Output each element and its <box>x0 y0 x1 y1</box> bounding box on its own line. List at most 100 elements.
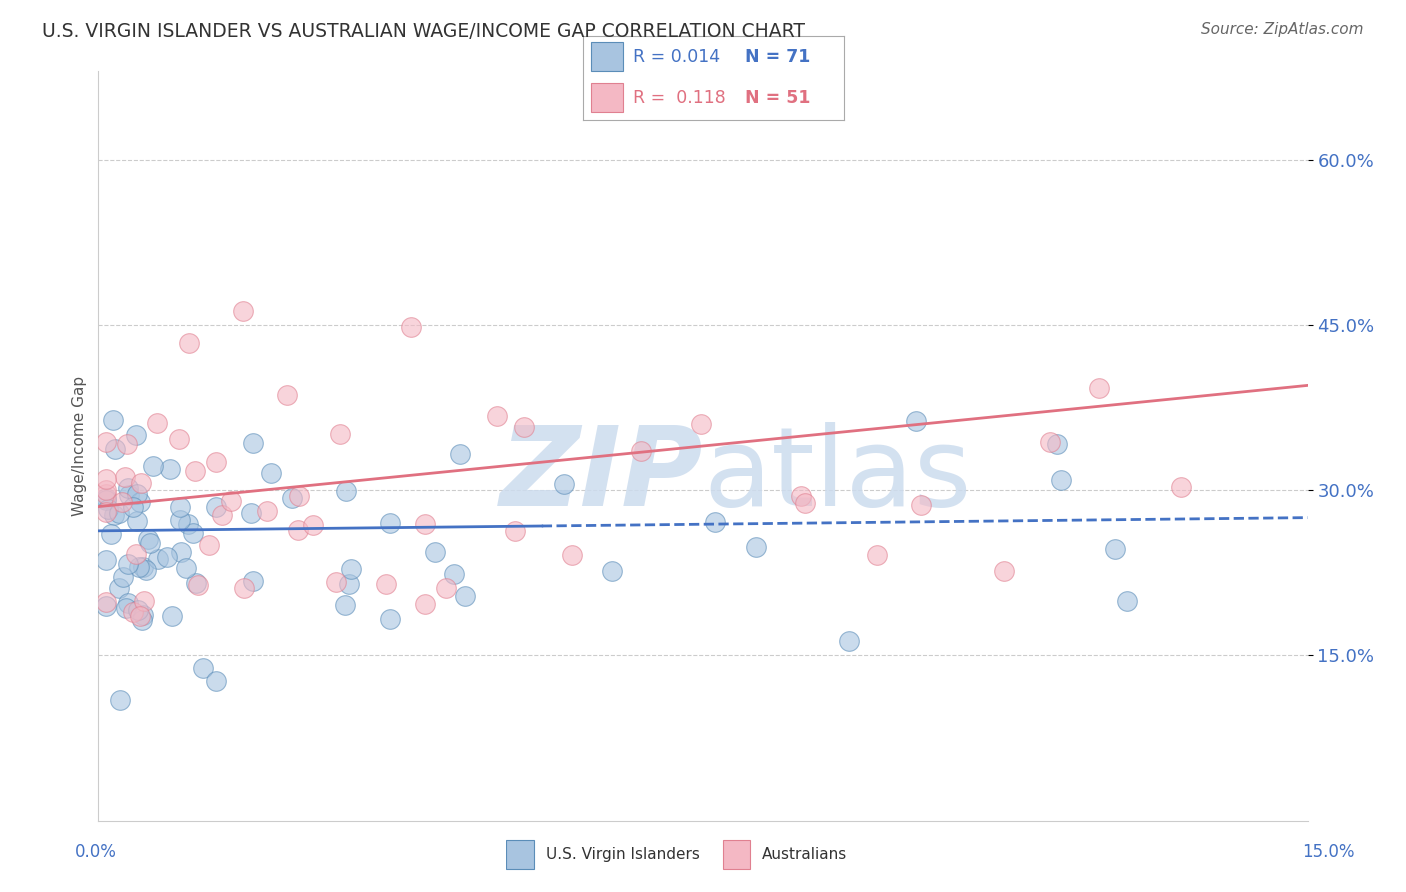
Point <box>512 420 534 434</box>
Text: 0.0%: 0.0% <box>75 843 117 861</box>
Point <box>276 388 298 402</box>
Point <box>96 487 118 501</box>
Point <box>187 577 209 591</box>
Point <box>136 532 159 546</box>
Point <box>600 564 623 578</box>
Text: ZIP: ZIP <box>499 423 703 530</box>
Point <box>242 574 264 588</box>
Point <box>128 560 150 574</box>
Point <box>630 444 652 458</box>
Point <box>160 609 183 624</box>
Point <box>443 566 465 581</box>
Bar <box>723 840 751 869</box>
Point <box>423 545 446 559</box>
Point <box>121 500 143 515</box>
Point <box>117 558 139 572</box>
Y-axis label: Wage/Income Gap: Wage/Income Gap <box>72 376 87 516</box>
Point <box>302 517 325 532</box>
Point <box>1046 436 1069 450</box>
Point <box>1104 542 1126 557</box>
Point <box>170 545 193 559</box>
Point <box>204 455 226 469</box>
Point <box>156 550 179 565</box>
Point <box>115 600 138 615</box>
Point <box>127 603 149 617</box>
Point <box>703 515 725 529</box>
Point <box>204 674 226 689</box>
Point <box>104 442 127 457</box>
Point <box>184 575 207 590</box>
Point <box>905 414 928 428</box>
Point <box>96 599 118 614</box>
Text: R =  0.118: R = 0.118 <box>633 88 725 106</box>
Point <box>561 548 583 562</box>
Point <box>167 432 190 446</box>
Point <box>1039 434 1062 449</box>
Point <box>205 500 228 514</box>
Point <box>96 492 118 507</box>
Point <box>838 634 860 648</box>
Point <box>287 490 309 504</box>
Point <box>340 561 363 575</box>
Text: U.S. VIRGIN ISLANDER VS AUSTRALIAN WAGE/INCOME GAP CORRELATION CHART: U.S. VIRGIN ISLANDER VS AUSTRALIAN WAGE/… <box>42 22 806 41</box>
Point <box>337 576 360 591</box>
Point <box>690 417 713 431</box>
Point <box>449 447 471 461</box>
Point <box>380 516 402 530</box>
Point <box>866 548 889 562</box>
Point <box>128 609 150 624</box>
Point <box>103 508 125 522</box>
Point <box>103 413 125 427</box>
Point <box>117 481 139 495</box>
Point <box>256 504 278 518</box>
Point <box>97 501 120 516</box>
Point <box>197 538 219 552</box>
Point <box>413 516 436 531</box>
Point <box>96 491 118 506</box>
Point <box>132 594 155 608</box>
Point <box>146 552 169 566</box>
Point <box>794 496 817 510</box>
Point <box>131 614 153 628</box>
Point <box>174 560 197 574</box>
Point <box>211 508 233 523</box>
Text: R = 0.014: R = 0.014 <box>633 48 720 66</box>
Point <box>110 692 132 706</box>
Point <box>1115 594 1137 608</box>
Point <box>232 304 254 318</box>
Text: atlas: atlas <box>703 423 972 530</box>
Point <box>177 517 200 532</box>
Point <box>111 570 134 584</box>
Bar <box>592 43 623 71</box>
Point <box>131 476 153 491</box>
Point <box>107 582 129 596</box>
Point <box>108 507 131 521</box>
Point <box>232 581 254 595</box>
Point <box>129 495 152 509</box>
Point <box>159 462 181 476</box>
Point <box>169 500 191 515</box>
Point <box>115 437 138 451</box>
Point <box>111 495 134 509</box>
Point <box>335 483 357 498</box>
Point <box>146 416 169 430</box>
Text: N = 71: N = 71 <box>745 48 810 66</box>
Point <box>96 434 118 449</box>
Point <box>135 563 157 577</box>
Point <box>553 477 575 491</box>
Point <box>333 598 356 612</box>
Point <box>485 409 508 423</box>
Point <box>183 465 205 479</box>
Point <box>745 540 768 554</box>
Text: U.S. Virgin Islanders: U.S. Virgin Islanders <box>546 847 699 862</box>
Point <box>132 560 155 574</box>
Point <box>96 594 118 608</box>
Point <box>240 506 263 520</box>
Point <box>378 612 401 626</box>
Point <box>281 491 304 505</box>
Point <box>100 527 122 541</box>
Point <box>96 505 118 519</box>
Point <box>124 547 146 561</box>
Point <box>993 565 1015 579</box>
Point <box>132 607 155 622</box>
